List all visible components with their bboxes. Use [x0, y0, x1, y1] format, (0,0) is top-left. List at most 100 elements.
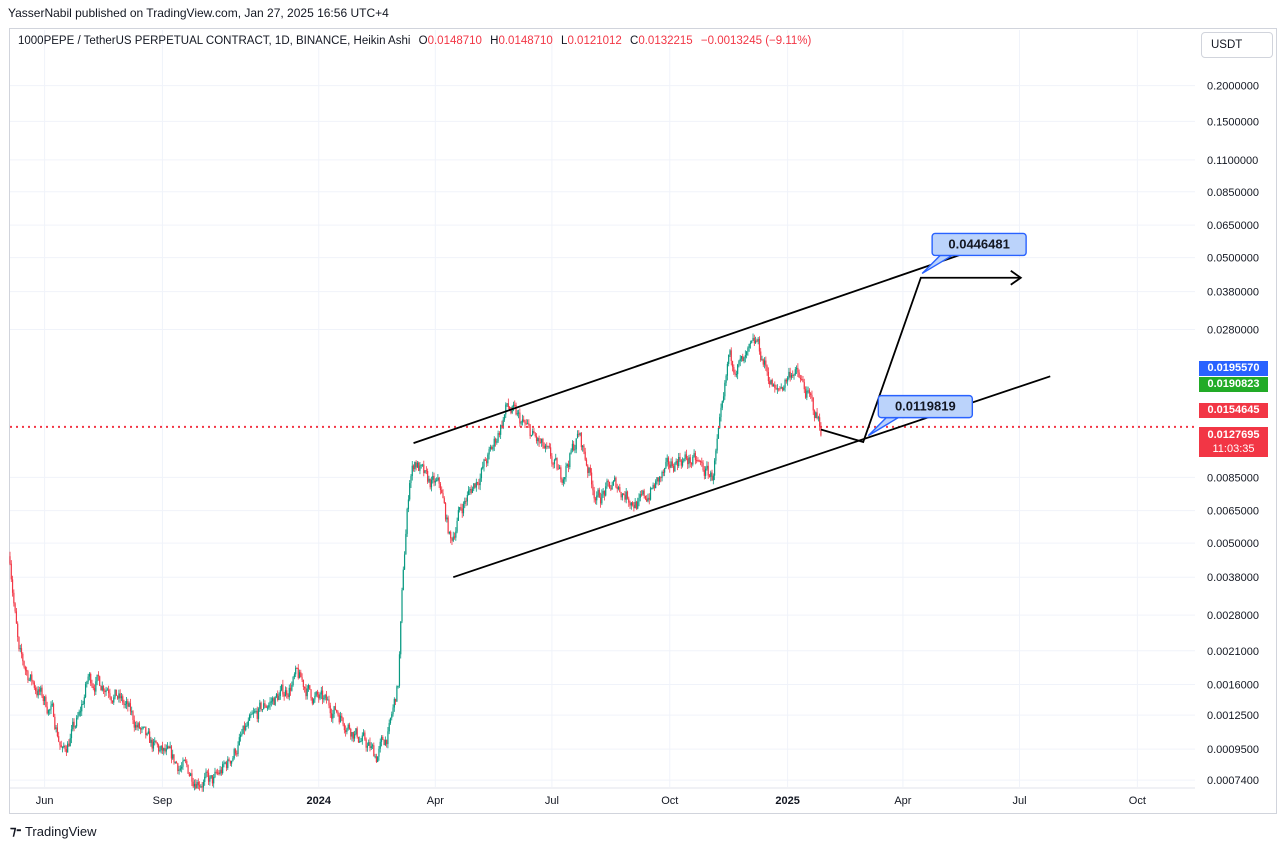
candle-body: [411, 465, 413, 477]
candle-body: [393, 698, 395, 708]
candle-body: [102, 686, 105, 691]
candle-body: [100, 685, 102, 691]
candle-body: [728, 354, 730, 364]
candle-body: [409, 483, 411, 500]
candle-body: [594, 498, 597, 501]
candle-body: [649, 488, 652, 500]
candle-body: [257, 708, 260, 719]
candle-body: [430, 479, 433, 488]
candle-body: [323, 698, 325, 700]
candle-body: [87, 676, 89, 682]
candle-body: [227, 759, 229, 768]
candle-body: [255, 710, 257, 712]
candle-body: [758, 338, 761, 352]
candle-body: [58, 736, 60, 742]
candle-body: [352, 732, 354, 739]
candle-body: [583, 445, 585, 452]
candle-body: [702, 462, 704, 471]
candle-body: [651, 488, 653, 490]
legend-symbol: 1000PEPE / TetherUS PERPETUAL CONTRACT, …: [18, 35, 411, 47]
candle-body: [156, 743, 158, 745]
candle-body: [9, 556, 11, 564]
candle-body: [420, 464, 422, 466]
candle-body: [470, 488, 472, 493]
candle-body: [538, 438, 540, 443]
candle-body: [456, 520, 458, 532]
candle-body: [88, 673, 91, 677]
candle-body: [562, 479, 565, 483]
candle-body: [90, 673, 92, 684]
candle-body: [163, 748, 165, 751]
candle-body: [345, 730, 347, 733]
candle-body: [712, 475, 714, 481]
candle-body: [380, 736, 383, 742]
candle-body: [61, 747, 64, 749]
candle-body: [123, 702, 125, 705]
candle-body: [578, 433, 580, 435]
candle-body: [248, 715, 251, 721]
candle-body: [256, 710, 258, 719]
candle-body: [64, 745, 66, 750]
candle-body: [751, 340, 753, 343]
candle-body: [455, 531, 457, 538]
candle-body: [218, 772, 220, 775]
candle-body: [65, 749, 67, 753]
legend-open-value: 0.0148710: [427, 35, 482, 47]
candle-body: [697, 460, 699, 462]
candle-body: [297, 668, 299, 678]
candle-body: [338, 714, 340, 723]
candle-body: [557, 468, 559, 470]
candle-body: [229, 760, 231, 764]
candle-body: [765, 360, 767, 367]
candle-body: [134, 725, 137, 728]
candle-body: [770, 379, 772, 385]
currency-button[interactable]: USDT: [1201, 32, 1273, 58]
candle-body: [86, 681, 88, 685]
candle-body: [560, 467, 562, 480]
candle-body: [552, 463, 554, 465]
candle-body: [265, 706, 267, 708]
candle-body: [488, 449, 490, 455]
candle-body: [366, 745, 369, 748]
candle-body: [264, 703, 266, 707]
candle-body: [151, 739, 153, 749]
candle-body: [368, 742, 370, 746]
candle-body: [619, 487, 621, 493]
candle-body: [464, 500, 466, 504]
candle-body: [468, 490, 470, 495]
candle-body: [471, 488, 474, 493]
candle-body: [653, 484, 655, 489]
candle-body: [652, 484, 654, 489]
candle-body: [22, 653, 24, 662]
candle-body: [270, 701, 272, 703]
candle-body: [20, 648, 23, 654]
candle-body: [46, 706, 48, 714]
candle-body: [324, 694, 326, 699]
candle-body: [779, 388, 781, 390]
candle-body: [293, 674, 295, 677]
candle-body: [530, 434, 532, 437]
candle-body: [512, 404, 515, 407]
candle-body: [289, 687, 292, 691]
candle-body: [172, 754, 174, 759]
candle-body: [127, 701, 129, 707]
x-tick-label: Sep: [153, 795, 173, 807]
candle-body: [193, 783, 196, 787]
candle-body: [446, 517, 448, 520]
candle-body: [272, 698, 274, 702]
candle-body: [266, 707, 269, 709]
footer-brand[interactable]: ⁊⁃ TradingView: [10, 823, 97, 839]
candle-body: [184, 760, 187, 762]
candle-body: [160, 745, 162, 751]
callout-box: [877, 394, 974, 419]
candle-body: [462, 503, 465, 514]
candle-body: [429, 478, 431, 488]
candle-body: [794, 369, 796, 375]
x-tick-label: 2024: [306, 795, 331, 807]
candle-body: [117, 695, 119, 699]
y-tick-label: 0.0500000: [1207, 253, 1259, 265]
candle-body: [558, 467, 561, 469]
candle-body: [78, 711, 80, 716]
candle-body: [84, 684, 87, 698]
